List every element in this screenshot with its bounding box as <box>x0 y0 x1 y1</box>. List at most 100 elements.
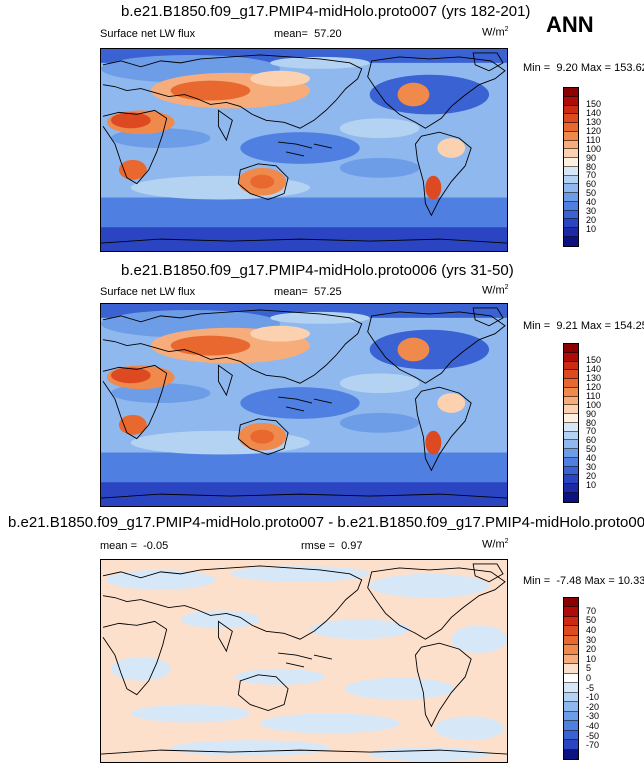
colorbar-segment <box>564 344 578 353</box>
colorbar-segment <box>564 484 578 494</box>
colorbar-segment <box>564 131 578 141</box>
colorbar-segment <box>564 616 578 627</box>
colorbar-segment <box>564 466 578 476</box>
colorbar-tick-label: 10 <box>586 479 597 490</box>
colorbar-segment <box>564 607 578 617</box>
colorbar-segment <box>564 158 578 167</box>
colorbar-segment <box>564 140 578 150</box>
colorbar-segment <box>564 730 578 741</box>
colorbar-tick-label: 60 <box>586 179 597 190</box>
colorbar-tick-label: 100 <box>586 399 602 410</box>
panel2-units: W/m2 <box>482 284 509 297</box>
colorbar-tick-label: 20 <box>586 644 597 655</box>
colorbar-segment <box>564 449 578 458</box>
colorbar-segment <box>564 645 578 655</box>
colorbar-tick-label: 70 <box>586 170 597 181</box>
panel3-rmse: rmse = 0.97 <box>301 540 363 552</box>
colorbar-segment <box>564 475 578 485</box>
colorbar-segment <box>564 711 578 722</box>
colorbar-segment <box>564 431 578 441</box>
colorbar-segment <box>564 396 578 406</box>
colorbar-tick-label: 50 <box>586 188 597 199</box>
colorbar-tick-label: -30 <box>586 711 600 722</box>
panel3-units: W/m2 <box>482 538 509 551</box>
colorbar-segment <box>564 228 578 238</box>
colorbar-segment <box>564 210 578 220</box>
panel2-variable: Surface net LW flux <box>100 286 196 298</box>
colorbar-tick-label: 60 <box>586 435 597 446</box>
colorbar-tick-label: -10 <box>586 692 600 703</box>
colorbar-segment <box>564 193 578 202</box>
colorbar-segment <box>564 361 578 371</box>
colorbar-segment <box>564 457 578 467</box>
colorbar-segment <box>564 149 578 159</box>
panel3-title: b.e21.B1850.f09_g17.PMIP4-midHolo.proto0… <box>8 514 644 531</box>
colorbar-tick-label: 5 <box>586 663 592 674</box>
colorbar-tick-label: 10 <box>586 223 597 234</box>
colorbar-segment <box>564 626 578 636</box>
colorbar-tick-label: 40 <box>586 197 597 208</box>
colorbar-tick-label: 110 <box>586 134 601 145</box>
colorbar-segment <box>564 379 578 388</box>
colorbar-segment <box>564 237 578 246</box>
colorbar-segment <box>564 352 578 362</box>
colorbar-segment <box>564 749 578 759</box>
colorbar-segment <box>564 493 578 502</box>
colorbar-tick-label: 140 <box>586 364 602 375</box>
colorbar-segment <box>564 422 578 432</box>
colorbar-tick-label: 80 <box>586 161 597 172</box>
panel2-map <box>100 303 508 507</box>
colorbar-tick-label: 30 <box>586 205 597 216</box>
colorbar-segment <box>564 184 578 194</box>
colorbar-tick-label: 30 <box>586 634 597 645</box>
colorbar-segment <box>564 114 578 124</box>
colorbar-tick-label: 120 <box>586 125 602 136</box>
colorbar-tick-label: 130 <box>586 373 602 384</box>
colorbar-segment <box>564 166 578 176</box>
panel3-map <box>100 559 508 763</box>
colorbar-tick-label: 130 <box>586 117 602 128</box>
colorbar-tick-label: -5 <box>586 682 595 693</box>
panel1-mean: mean= 57.20 <box>274 28 342 40</box>
season-label: ANN <box>546 12 594 37</box>
colorbar-tick-label: 150 <box>586 99 602 110</box>
colorbar-segment <box>564 123 578 132</box>
colorbar-tick-label: 50 <box>586 615 597 626</box>
colorbar-tick-label: 50 <box>586 444 597 455</box>
colorbar-tick-label: -70 <box>586 740 600 751</box>
colorbar-tick-label: 140 <box>586 108 602 119</box>
colorbar-segment <box>564 387 578 397</box>
colorbar-tick-label: 100 <box>586 143 602 154</box>
panel1-minmax: Min = 9.20 Max = 153.62 <box>523 62 644 74</box>
colorbar-tick-label: 70 <box>586 605 597 616</box>
panel1-map <box>100 48 508 252</box>
colorbar-segment <box>564 654 578 665</box>
colorbar-segment <box>564 370 578 380</box>
colorbar-segment <box>564 740 578 750</box>
panel2-colorbar <box>563 343 579 503</box>
colorbar-tick-label: 150 <box>586 355 602 366</box>
panel1-title: b.e21.B1850.f09_g17.PMIP4-midHolo.proto0… <box>121 3 531 20</box>
colorbar-segment <box>564 673 578 684</box>
colorbar-segment <box>564 683 578 693</box>
panel2-title: b.e21.B1850.f09_g17.PMIP4-midHolo.proto0… <box>121 262 514 279</box>
panel2-minmax: Min = 9.21 Max = 154.25 <box>523 320 644 332</box>
panel1-units: W/m2 <box>482 26 509 39</box>
panel3-minmax: Min = -7.48 Max = 10.33 <box>523 575 644 587</box>
colorbar-tick-label: 70 <box>586 426 597 437</box>
colorbar-segment <box>564 405 578 415</box>
colorbar-tick-label: 90 <box>586 408 597 419</box>
colorbar-segment <box>564 88 578 97</box>
colorbar-segment <box>564 635 578 646</box>
colorbar-segment <box>564 440 578 450</box>
panel1-colorbar <box>563 87 579 247</box>
colorbar-tick-label: 90 <box>586 152 597 163</box>
colorbar-tick-label: 40 <box>586 453 597 464</box>
colorbar-tick-label: 10 <box>586 653 597 664</box>
colorbar-segment <box>564 721 578 731</box>
panel3-colorbar <box>563 597 579 760</box>
colorbar-tick-label: 110 <box>586 390 601 401</box>
colorbar-segment <box>564 96 578 106</box>
colorbar-segment <box>564 105 578 115</box>
colorbar-tick-label: 40 <box>586 625 597 636</box>
